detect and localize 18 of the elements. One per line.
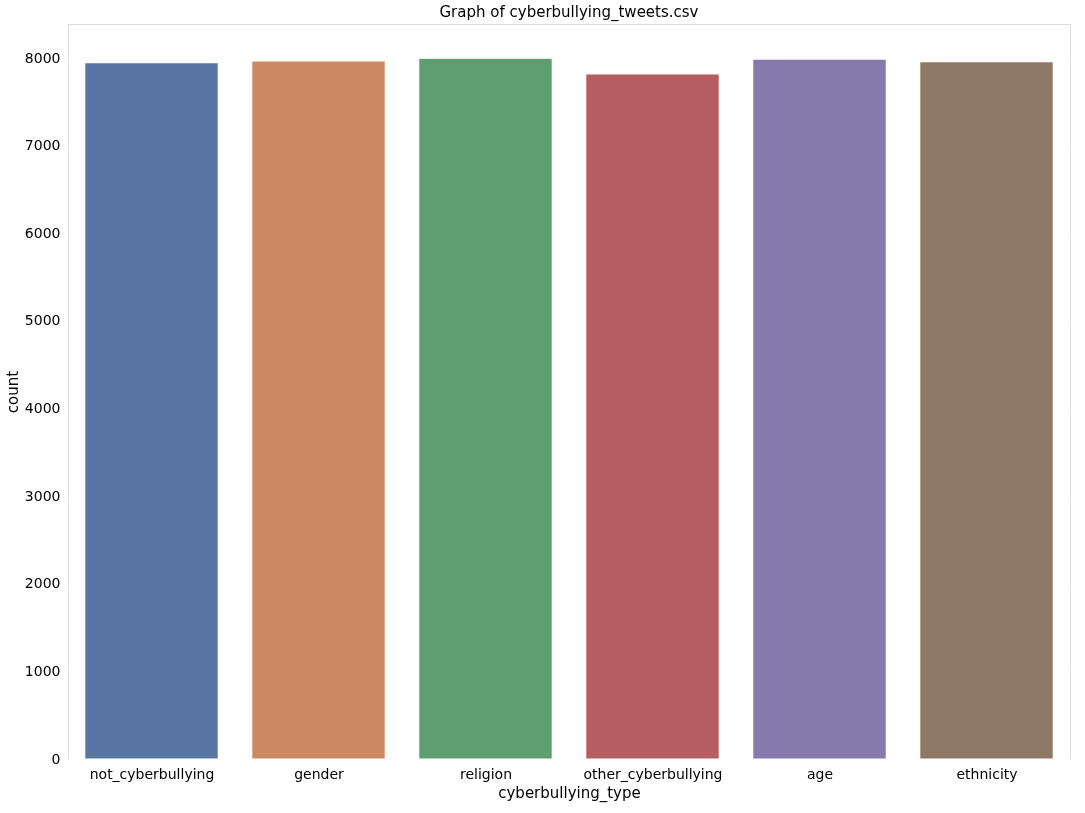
x-tick-label: gender	[294, 765, 345, 782]
y-axis-title: count	[3, 370, 22, 414]
chart-title: Graph of cyberbullying_tweets.csv	[439, 3, 699, 22]
x-tick-label: religion	[459, 765, 513, 782]
x-tick-label: not_cyberbullying	[89, 765, 215, 782]
y-tick-label: 3000	[24, 487, 61, 504]
y-tick-label: 7000	[24, 137, 61, 154]
y-tick-label: 2000	[24, 575, 61, 592]
y-tick-label: 1000	[24, 662, 61, 679]
y-tick-label: 6000	[24, 224, 61, 241]
y-tick-label: 0	[51, 750, 61, 767]
x-tick-label: age	[806, 765, 834, 782]
y-tick-label: 8000	[24, 49, 61, 66]
x-tick-label: other_cyberbullying	[583, 765, 723, 782]
x-axis-title: cyberbullying_type	[498, 783, 641, 803]
x-tick-label: ethnicity	[956, 765, 1018, 782]
y-tick-label: 4000	[24, 400, 61, 417]
y-tick-label: 5000	[24, 312, 61, 329]
